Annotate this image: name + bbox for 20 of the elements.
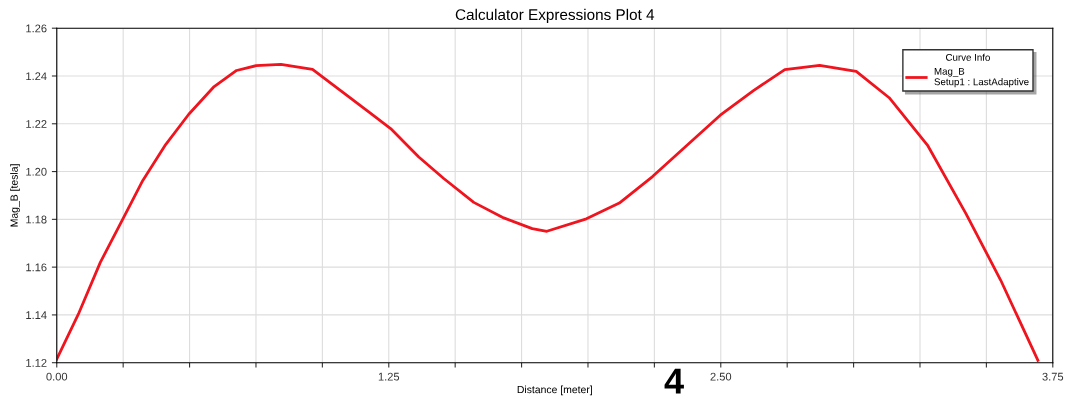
y-axis-title: Mag_B [tesla] xyxy=(10,164,20,227)
x-tick-label: 0.00 xyxy=(46,372,68,381)
x-axis-title: Distance [meter] xyxy=(517,385,592,396)
y-tick-label: 1.20 xyxy=(26,167,47,176)
x-tick-label: 2.50 xyxy=(710,372,732,381)
x-tick-label: 1.25 xyxy=(378,372,400,381)
y-tick-label: 1.26 xyxy=(26,24,47,33)
y-tick-label: 1.22 xyxy=(26,120,47,128)
legend-label: Mag_B xyxy=(934,67,965,77)
y-tick-label: 1.12 xyxy=(26,358,47,367)
legend-title: Curve Info xyxy=(946,53,990,61)
text: 4 xyxy=(664,368,684,394)
y-tick-label: 1.24 xyxy=(26,72,47,81)
y-tick-label: 1.16 xyxy=(26,263,47,272)
y-tick-label: 1.14 xyxy=(26,311,47,319)
x-tick-label: 3.75 xyxy=(1042,372,1064,381)
chart-title: Calculator Expressions Plot 4 xyxy=(455,8,655,24)
annotation: Setup1 : LastAdaptive xyxy=(934,78,1029,88)
y-tick-label: 1.18 xyxy=(26,215,47,224)
line-series xyxy=(56,62,1040,362)
